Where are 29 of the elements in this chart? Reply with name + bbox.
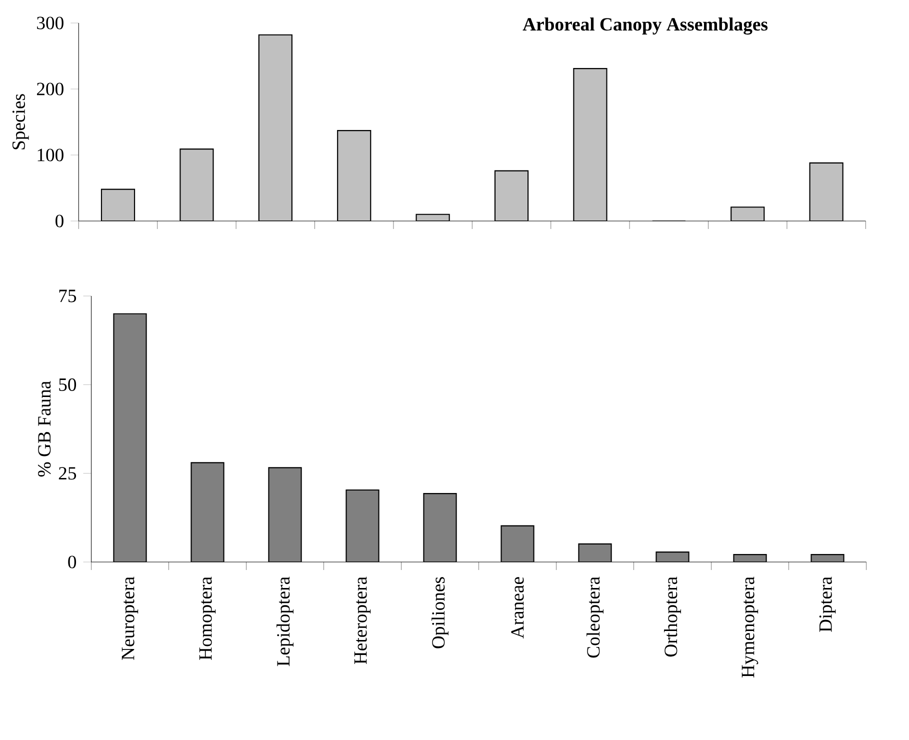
y-tick-label: 100 — [38, 148, 64, 162]
x-tick-label: Coleoptera — [586, 576, 604, 658]
x-tick-label: Lepidoptera — [276, 576, 294, 666]
bar — [809, 162, 844, 221]
bar — [494, 170, 529, 221]
y-tick-label: 25 — [58, 467, 76, 480]
y-axis-title: % GB Fauna — [38, 381, 51, 477]
bar — [573, 68, 608, 221]
x-tick-label: Heteroptera — [354, 576, 371, 664]
bar — [730, 206, 765, 221]
bar — [337, 130, 372, 221]
x-tick-label: Homoptera — [199, 576, 216, 660]
chart-title: Arboreal Canopy Assemblages — [522, 18, 768, 35]
x-tick-label: Orthoptera — [664, 576, 681, 657]
x-tick-label: Opiliones — [432, 577, 448, 648]
x-tick-label: Neuroptera — [122, 576, 138, 660]
y-tick-label: 50 — [59, 378, 76, 391]
bar — [180, 148, 214, 221]
y-tick-label: 75 — [59, 290, 76, 302]
x-tick-label: Hymenoptera — [742, 576, 758, 678]
y-tick-label: 0 — [68, 556, 76, 568]
x-tick-label: Araneae — [511, 577, 524, 638]
y-axis-title: Species — [12, 94, 29, 150]
bar — [258, 34, 292, 221]
bar — [100, 188, 136, 221]
y-tick-label: 300 — [37, 16, 64, 30]
y-tick-label: 0 — [56, 214, 64, 228]
y-tick-label: 200 — [36, 82, 64, 96]
x-tick-label: Diptera — [819, 576, 836, 632]
